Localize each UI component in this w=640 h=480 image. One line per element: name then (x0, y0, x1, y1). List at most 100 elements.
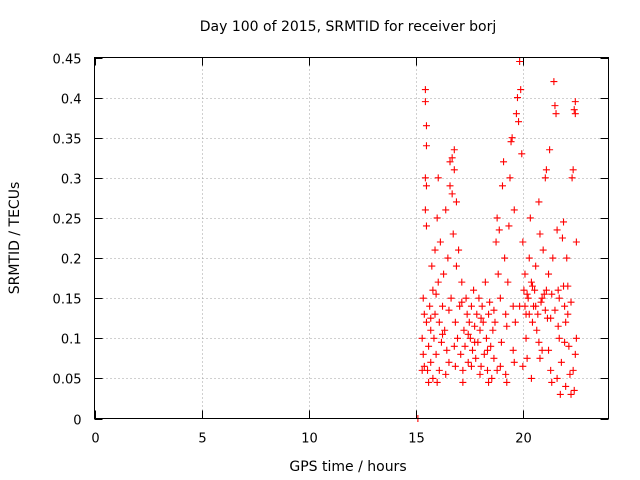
data-point (449, 230, 457, 238)
data-point (458, 298, 466, 306)
data-point (459, 366, 467, 374)
data-point (452, 198, 460, 206)
data-point (548, 290, 556, 298)
data-point (473, 310, 481, 318)
data-point (439, 330, 447, 338)
data-point (545, 270, 553, 278)
data-point (492, 238, 500, 246)
data-point (547, 366, 555, 374)
data-point (517, 86, 525, 94)
data-point (525, 310, 533, 318)
data-point (457, 350, 465, 358)
data-point (445, 306, 453, 314)
data-point (487, 342, 495, 350)
data-point (555, 294, 563, 302)
data-point (561, 302, 569, 310)
data-point (523, 290, 531, 298)
data-point (425, 378, 433, 386)
data-point (419, 350, 427, 358)
data-point (431, 246, 439, 254)
y-tick-label: 0.05 (53, 373, 82, 388)
data-point (503, 322, 511, 330)
data-point (562, 382, 570, 390)
y-tick-label: 0.35 (53, 133, 82, 148)
data-point (475, 294, 483, 302)
data-point (553, 374, 561, 382)
data-point (419, 294, 427, 302)
data-point (442, 206, 450, 214)
data-point (461, 342, 469, 350)
data-point (510, 206, 518, 214)
data-point (557, 358, 565, 366)
y-tick-label: 0.1 (61, 333, 82, 348)
data-point (485, 378, 493, 386)
data-point (432, 350, 440, 358)
data-point (478, 302, 486, 310)
data-point (495, 226, 503, 234)
data-point (428, 262, 436, 270)
data-point (552, 110, 560, 118)
data-point (469, 346, 477, 354)
data-point (496, 362, 504, 370)
data-point (500, 158, 508, 166)
plot-frame (94, 57, 609, 419)
data-point (450, 146, 458, 154)
data-point (418, 334, 426, 342)
data-point (477, 314, 485, 322)
data-point (553, 226, 561, 234)
data-point (540, 290, 548, 298)
data-point (476, 326, 484, 334)
data-point (434, 174, 442, 182)
data-point (532, 302, 540, 310)
data-point (459, 378, 467, 386)
data-point (525, 254, 533, 262)
data-point (567, 298, 575, 306)
data-point (481, 278, 489, 286)
data-point (513, 94, 521, 102)
data-point (542, 166, 550, 174)
data-point (502, 370, 510, 378)
data-point (546, 146, 554, 154)
data-point (421, 98, 429, 106)
data-point (442, 370, 450, 378)
data-point (491, 318, 499, 326)
data-point (421, 86, 429, 94)
data-point (571, 110, 579, 118)
data-point (458, 278, 466, 286)
data-point (437, 338, 445, 346)
data-point (430, 334, 438, 342)
data-point (476, 370, 484, 378)
data-point (548, 378, 556, 386)
data-point (433, 378, 441, 386)
data-points (414, 58, 580, 422)
data-point (422, 122, 430, 130)
data-point (527, 278, 535, 286)
data-point (451, 318, 459, 326)
data-point (422, 318, 430, 326)
data-point (439, 302, 447, 310)
data-point (488, 374, 496, 382)
data-point (521, 270, 529, 278)
data-point (480, 350, 488, 358)
data-point (431, 310, 439, 318)
data-point (539, 246, 547, 254)
data-point (434, 278, 442, 286)
data-point (538, 294, 546, 302)
data-point (455, 246, 463, 254)
data-point (467, 302, 475, 310)
y-tick-label: 0.15 (53, 293, 82, 308)
data-point (447, 294, 455, 302)
y-axis-title: SRMTID / TECUs (7, 182, 23, 295)
data-point (502, 310, 510, 318)
data-point (443, 346, 451, 354)
data-point (564, 310, 572, 318)
data-point (497, 338, 505, 346)
data-point (518, 150, 526, 158)
data-point (533, 326, 541, 334)
data-point (462, 294, 470, 302)
x-axis-title: GPS time / hours (289, 459, 406, 475)
data-point (493, 366, 501, 374)
data-point (422, 182, 430, 190)
data-point (427, 326, 435, 334)
data-point (551, 306, 559, 314)
